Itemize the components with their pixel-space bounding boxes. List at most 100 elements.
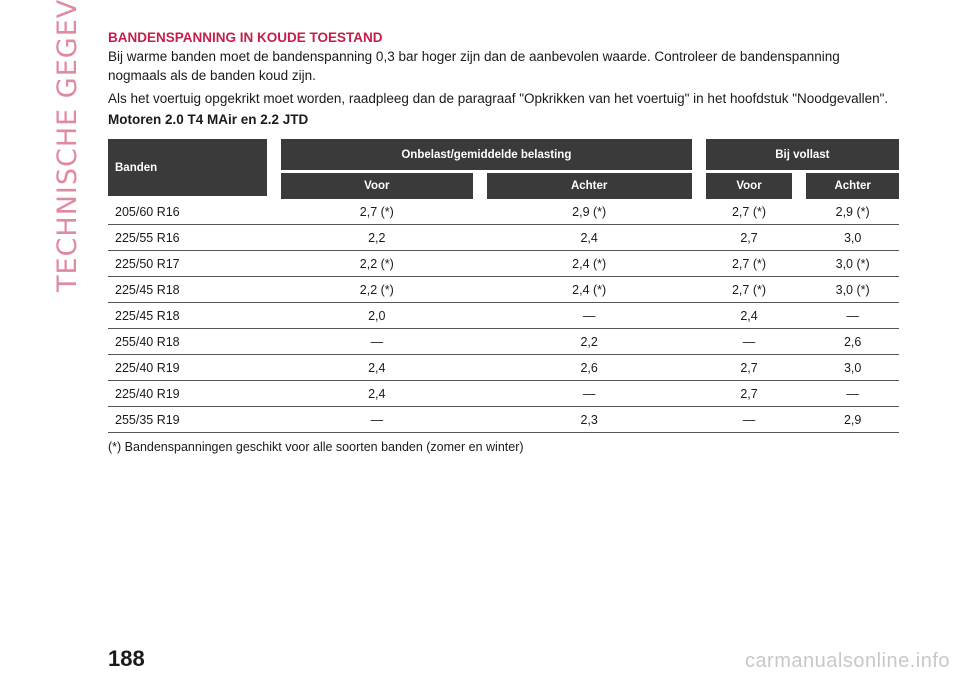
unloaded-rear-cell: 2,3 <box>486 407 692 433</box>
unloaded-front-cell: 2,4 <box>281 381 473 407</box>
tyre-size-cell: 225/40 R19 <box>108 355 267 381</box>
unloaded-front-cell: 2,2 <box>281 225 473 251</box>
gap-cell <box>267 355 281 381</box>
table-row: 225/45 R18 2,0 — 2,4 — <box>108 303 899 329</box>
gap-cell <box>472 277 487 303</box>
header-gap <box>267 139 281 199</box>
table-row: 255/40 R18 — 2,2 — 2,6 <box>108 329 899 355</box>
paragraph-warm-tyres: Bij warme banden moet de bandenspanning … <box>108 49 840 83</box>
tyre-size-cell: 225/40 R19 <box>108 381 267 407</box>
unloaded-rear-cell: — <box>486 303 692 329</box>
tyre-size-cell: 225/45 R18 <box>108 303 267 329</box>
unloaded-rear-cell: — <box>486 381 692 407</box>
gap-cell <box>267 303 281 329</box>
footnote: (*) Bandenspanningen geschikt voor alle … <box>108 440 524 454</box>
table-body: 205/60 R16 2,7 (*) 2,9 (*) 2,7 (*) 2,9 (*) 22… <box>108 199 899 433</box>
tyre-size-cell: 225/55 R16 <box>108 225 267 251</box>
gap-cell <box>267 329 281 355</box>
gap-cell <box>267 277 281 303</box>
gap-cell <box>472 251 487 277</box>
header-achter-full: Achter <box>806 173 899 199</box>
full-load-front-cell: 2,7 (*) <box>705 277 793 303</box>
table-row: 255/35 R19 — 2,3 — 2,9 <box>108 407 899 433</box>
gap-cell <box>472 303 487 329</box>
gap-cell <box>691 199 706 225</box>
unloaded-front-cell: 2,2 (*) <box>281 277 473 303</box>
gap-cell <box>267 381 281 407</box>
gap-cell <box>792 251 807 277</box>
section-heading: BANDENSPANNING IN KOUDE TOESTAND <box>108 30 383 45</box>
gap-cell <box>792 199 807 225</box>
page-number: 188 <box>108 646 145 671</box>
header-full-load: Bij vollast <box>705 139 899 173</box>
gap-cell <box>691 381 706 407</box>
full-load-rear-cell: 3,0 <box>806 355 899 381</box>
full-load-front-cell: — <box>705 407 793 433</box>
gap-cell <box>267 251 281 277</box>
full-load-rear-cell: 3,0 <box>806 225 899 251</box>
gap-cell <box>792 329 807 355</box>
gap-cell <box>792 355 807 381</box>
tyre-size-cell: 255/40 R18 <box>108 329 267 355</box>
header-gap <box>792 173 807 199</box>
unloaded-rear-cell: 2,9 (*) <box>486 199 692 225</box>
full-load-front-cell: 2,4 <box>705 303 793 329</box>
gap-cell <box>472 407 487 433</box>
full-load-rear-cell: 2,6 <box>806 329 899 355</box>
full-load-rear-cell: 3,0 (*) <box>806 277 899 303</box>
gap-cell <box>472 355 487 381</box>
unloaded-rear-cell: 2,4 (*) <box>486 251 692 277</box>
tyre-pressure-table: Banden Onbelast/gemiddelde belasting Bij… <box>108 139 899 433</box>
tyre-size-cell: 255/35 R19 <box>108 407 267 433</box>
full-load-front-cell: 2,7 <box>705 355 793 381</box>
gap-cell <box>691 251 706 277</box>
table-row: 225/40 R19 2,4 2,6 2,7 3,0 <box>108 355 899 381</box>
gap-cell <box>792 303 807 329</box>
header-voor-full: Voor <box>705 173 793 199</box>
gap-cell <box>472 199 487 225</box>
header-voor-unloaded: Voor <box>281 173 473 199</box>
gap-cell <box>472 329 487 355</box>
full-load-rear-cell: — <box>806 381 899 407</box>
unloaded-front-cell: — <box>281 329 473 355</box>
full-load-front-cell: 2,7 (*) <box>705 251 793 277</box>
gap-cell <box>691 225 706 251</box>
gap-cell <box>792 277 807 303</box>
watermark: carmanualsonline.info <box>744 650 950 672</box>
header-gap <box>691 139 706 199</box>
page-content: BANDENSPANNING IN KOUDE TOESTAND Bij war… <box>108 30 900 454</box>
full-load-front-cell: — <box>705 329 793 355</box>
chapter-side-title-text: TECHNISCHE GEGEVENS <box>52 0 83 292</box>
full-load-rear-cell: 2,9 (*) <box>806 199 899 225</box>
gap-cell <box>792 225 807 251</box>
engines-heading: Motoren 2.0 T4 MAir en 2.2 JTD <box>108 112 309 127</box>
unloaded-front-cell: 2,2 (*) <box>281 251 473 277</box>
unloaded-front-cell: 2,0 <box>281 303 473 329</box>
full-load-rear-cell: 2,9 <box>806 407 899 433</box>
unloaded-rear-cell: 2,4 <box>486 225 692 251</box>
header-unloaded: Onbelast/gemiddelde belasting <box>281 139 692 173</box>
table-row: 225/50 R17 2,2 (*) 2,4 (*) 2,7 (*) 3,0 (*) <box>108 251 899 277</box>
header-banden: Banden <box>108 139 267 199</box>
gap-cell <box>691 277 706 303</box>
full-load-rear-cell: — <box>806 303 899 329</box>
unloaded-front-cell: — <box>281 407 473 433</box>
gap-cell <box>691 407 706 433</box>
gap-cell <box>472 225 487 251</box>
table-row: 205/60 R16 2,7 (*) 2,9 (*) 2,7 (*) 2,9 (*) <box>108 199 899 225</box>
full-load-rear-cell: 3,0 (*) <box>806 251 899 277</box>
full-load-front-cell: 2,7 <box>705 381 793 407</box>
gap-cell <box>472 381 487 407</box>
unloaded-rear-cell: 2,4 (*) <box>486 277 692 303</box>
unloaded-front-cell: 2,7 (*) <box>281 199 473 225</box>
tyre-size-cell: 225/50 R17 <box>108 251 267 277</box>
unloaded-rear-cell: 2,2 <box>486 329 692 355</box>
unloaded-rear-cell: 2,6 <box>486 355 692 381</box>
gap-cell <box>691 303 706 329</box>
gap-cell <box>691 329 706 355</box>
gap-cell <box>267 199 281 225</box>
gap-cell <box>691 355 706 381</box>
paragraph-jacking: Als het voertuig opgekrikt moet worden, … <box>108 91 889 106</box>
table-row: 225/45 R18 2,2 (*) 2,4 (*) 2,7 (*) 3,0 (*) <box>108 277 899 303</box>
unloaded-front-cell: 2,4 <box>281 355 473 381</box>
